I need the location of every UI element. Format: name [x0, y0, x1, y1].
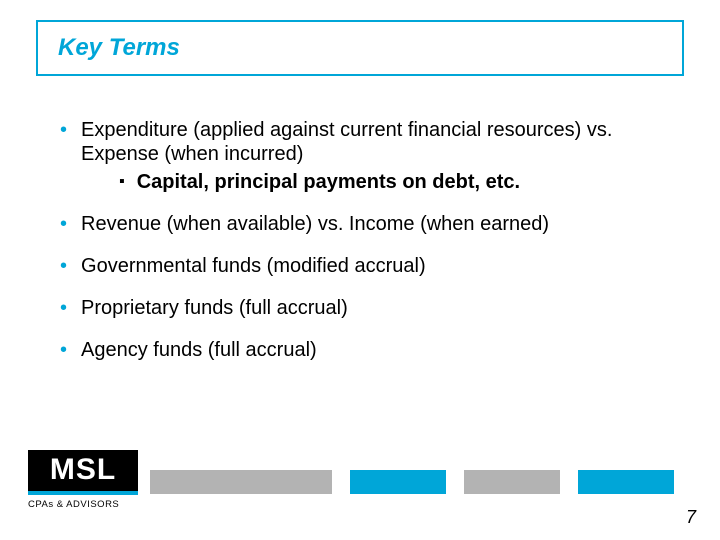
bullet-icon: •	[60, 254, 67, 278]
bullet-item: • Agency funds (full accrual)	[60, 338, 660, 362]
bullet-item: • Governmental funds (modified accrual)	[60, 254, 660, 278]
bullet-text: Proprietary funds (full accrual)	[81, 296, 348, 320]
slide-title: Key Terms	[58, 34, 180, 62]
bullet-icon: •	[60, 118, 67, 142]
square-bullet-icon: ▪	[119, 170, 125, 194]
bar-segment	[578, 470, 674, 494]
bullet-icon: •	[60, 212, 67, 236]
footer-color-bar	[150, 470, 674, 494]
bullet-item: • Expenditure (applied against current f…	[60, 118, 660, 194]
sub-bullet-text: Capital, principal payments on debt, etc…	[137, 170, 520, 194]
logo-tagline: CPAs & ADVISORS	[28, 499, 138, 510]
bullet-icon: •	[60, 338, 67, 362]
logo-name: MSL	[28, 450, 138, 495]
bar-segment	[150, 470, 332, 494]
bullet-item: • Revenue (when available) vs. Income (w…	[60, 212, 660, 236]
logo: MSL CPAs & ADVISORS	[28, 450, 138, 510]
sub-bullet: ▪ Capital, principal payments on debt, e…	[119, 170, 660, 194]
bullet-text: Governmental funds (modified accrual)	[81, 254, 426, 278]
bullet-text: Expenditure (applied against current fin…	[81, 118, 660, 166]
bullet-icon: •	[60, 296, 67, 320]
bullet-text: Revenue (when available) vs. Income (whe…	[81, 212, 549, 236]
bullet-item: • Proprietary funds (full accrual)	[60, 296, 660, 320]
bar-segment	[350, 470, 446, 494]
title-box: Key Terms	[36, 20, 684, 76]
bar-segment	[464, 470, 560, 494]
page-number: 7	[686, 507, 696, 528]
bullet-text: Agency funds (full accrual)	[81, 338, 317, 362]
bullet-body: Expenditure (applied against current fin…	[81, 118, 660, 194]
content-area: • Expenditure (applied against current f…	[60, 118, 660, 380]
slide: Key Terms • Expenditure (applied against…	[0, 0, 720, 540]
